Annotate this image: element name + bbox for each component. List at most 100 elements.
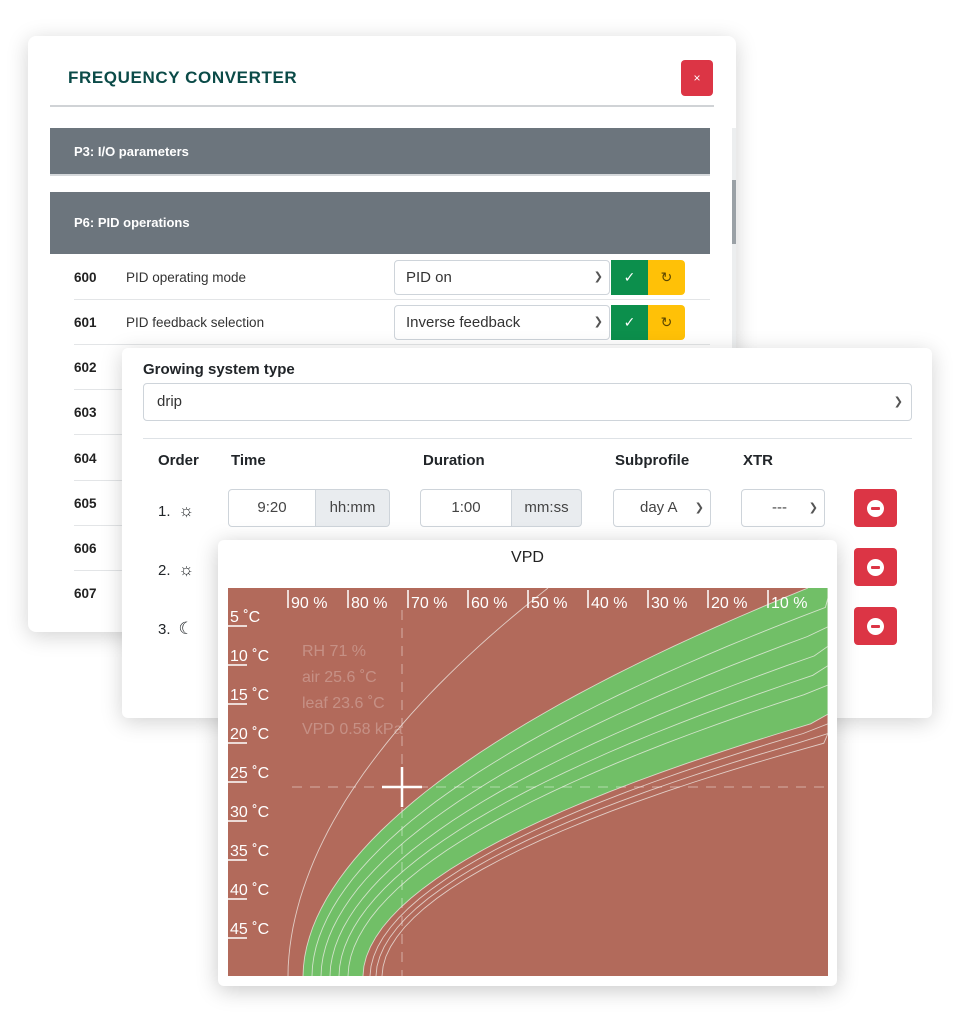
header-order: Order [158,452,199,469]
order-number: 1. [158,503,171,520]
reset-button[interactable]: ↻ [648,260,685,295]
close-button[interactable]: × [681,60,713,96]
iso-vpd-line [287,588,549,976]
param-label: PID feedback selection [126,315,265,330]
select-value: PID on [406,269,452,286]
reset-button[interactable]: ↻ [648,305,685,340]
iso-vpd-line [362,588,828,976]
remove-row-button[interactable] [854,489,897,527]
remove-row-button[interactable] [854,548,897,586]
select-value: --- [772,499,787,516]
param-number: 603 [74,405,97,420]
param-number: 607 [74,586,97,601]
minus-circle-icon [867,618,884,635]
param-number: 605 [74,496,97,511]
rh-tick-label: 40 % [591,595,627,612]
pid-operating-mode-select[interactable]: PID on ❯ [394,260,610,295]
chevron-down-icon: ❯ [808,502,818,514]
apply-button[interactable]: ✓ [611,260,648,295]
iso-vpd-line [369,588,828,976]
time-input[interactable]: 9:20 [228,489,316,527]
temp-tick-label: 35 ˚C [230,843,269,860]
select-value: Inverse feedback [406,314,521,331]
pid-feedback-select[interactable]: Inverse feedback ❯ [394,305,610,340]
divider [143,438,912,439]
order-cell: 2. ☼ [158,560,194,580]
temp-tick-label: 40 ˚C [230,882,269,899]
section-p3-io-parameters[interactable]: P3: I/O parameters [50,128,710,176]
readout-rh: RH 71 % [302,643,366,660]
readout-air: air 25.6 ˚C [302,669,377,686]
sun-icon: ☼ [178,501,195,520]
temp-tick-label: 10 ˚C [230,648,269,665]
time-unit-addon: hh:mm [316,489,390,527]
vpd-panel: VPD 90 % 80 % 70 % 60 % 50 % 40 % 30 % 20 % 10 %… [218,540,837,986]
refresh-icon: ↻ [660,269,673,285]
growing-system-select[interactable]: drip ❯ [143,383,912,421]
iso-vpd-line [302,588,809,976]
readout-vpd: VPD 0.58 kPa [302,721,403,738]
minus-circle-icon [867,500,884,517]
rh-tick-label: 60 % [471,595,507,612]
chevron-down-icon: ❯ [694,502,704,514]
iso-vpd-line [347,588,828,976]
duration-input[interactable]: 1:00 [420,489,512,527]
scrollbar-thumb[interactable] [732,180,736,244]
header-xtr: XTR [743,452,773,469]
chevron-down-icon: ❯ [593,316,603,328]
temp-tick-label: 15 ˚C [230,687,269,704]
iso-vpd-line [338,588,828,976]
temp-tick-label: 5 ˚C [230,609,260,626]
rh-tick-label: 90 % [291,595,327,612]
moon-icon: ☾ [178,619,194,638]
param-row-600: 600 PID operating mode PID on ❯ ✓ ↻ [74,255,710,300]
temp-tick-label: 25 ˚C [230,765,269,782]
rh-tick-label: 30 % [651,595,687,612]
remove-row-button[interactable] [854,607,897,645]
refresh-icon: ↻ [660,314,673,330]
iso-vpd-line [320,588,828,976]
rh-tick-label: 70 % [411,595,447,612]
xtr-select[interactable]: --- ❯ [741,489,825,527]
rh-tick-label: 10 % [771,595,807,612]
param-number: 602 [74,360,97,375]
header-time: Time [231,452,266,469]
select-value: drip [157,393,183,410]
optimal-vpd-zone [303,588,828,976]
sun-icon: ☼ [178,560,195,579]
dialog-title: FREQUENCY CONVERTER [68,68,298,87]
vpd-title: VPD [511,549,544,566]
rh-tick-label: 20 % [711,595,747,612]
param-row-607: 607 [74,571,710,616]
iso-vpd-line [311,588,828,976]
chevron-down-icon: ❯ [893,396,903,408]
param-number: 601 [74,315,97,330]
temp-tick-label: 45 ˚C [230,921,269,938]
apply-button[interactable]: ✓ [611,305,648,340]
temp-tick-label: 20 ˚C [230,726,269,743]
duration-unit-addon: mm:ss [512,489,582,527]
iso-vpd-line [329,588,828,976]
order-number: 3. [158,621,171,638]
subprofile-select[interactable]: day A ❯ [613,489,711,527]
param-number: 606 [74,541,97,556]
order-cell: 1. ☼ [158,501,194,521]
check-icon: ✓ [623,314,636,330]
param-label: PID operating mode [126,270,247,285]
select-value: day A [640,499,678,516]
order-cell: 3. ☾ [158,619,194,639]
readout-leaf: leaf 23.6 ˚C [302,695,385,712]
order-number: 2. [158,562,171,579]
minus-circle-icon [867,559,884,576]
title-divider [50,105,714,107]
chevron-down-icon: ❯ [593,271,603,283]
section-p6-pid-operations[interactable]: P6: PID operations [50,192,710,254]
iso-vpd-line [375,588,828,976]
param-number: 600 [74,270,97,285]
param-row-601: 601 PID feedback selection Inverse feedb… [74,300,710,345]
iso-vpd-line [381,588,828,976]
param-number: 604 [74,451,97,466]
rh-tick-label: 80 % [351,595,387,612]
vpd-chart[interactable]: 90 % 80 % 70 % 60 % 50 % 40 % 30 % 20 % 10 % 5 ˚… [228,588,828,976]
header-duration: Duration [423,452,485,469]
